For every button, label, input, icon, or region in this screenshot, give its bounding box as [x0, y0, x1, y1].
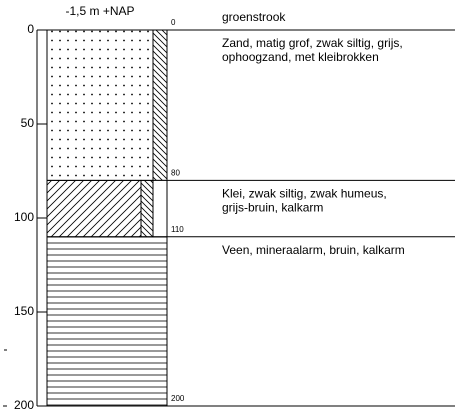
boundary-label: 80 [171, 169, 180, 178]
soil-layer [153, 30, 167, 180]
axis-tick-label: 0 [27, 22, 34, 36]
layer-description: Veen, mineraalarm, bruin, kalkarm [222, 243, 405, 257]
boundary-label: 110 [171, 225, 184, 234]
layer-description: grijs-bruin, kalkarm [222, 201, 323, 215]
layer-description: ophoogzand, met kleibrokken [222, 50, 379, 64]
header: -1,5 m +NAP [65, 4, 134, 18]
boundary-label: 200 [171, 394, 185, 403]
axis-tick-label: 150 [14, 304, 34, 318]
soil-layer [47, 237, 167, 406]
soil-layer [141, 180, 153, 236]
boundary-label: 0 [171, 18, 176, 27]
soil-layer [153, 180, 167, 236]
axis-tick-label: 100 [14, 210, 34, 224]
layer-description: Klei, zwak siltig, zwak humeus, [222, 187, 387, 201]
soil-layer [47, 30, 153, 180]
layer-description: Zand, matig grof, zwak siltig, grijs, [222, 36, 403, 50]
axis-tick-label: 200 [14, 398, 34, 412]
borehole-log: -1,5 m +NAP Zand, matig grof, zwak silti… [0, 0, 461, 414]
axis-tick-label: 50 [21, 116, 35, 130]
soil-layer [47, 180, 141, 236]
surface-note: groenstrook [222, 10, 286, 24]
